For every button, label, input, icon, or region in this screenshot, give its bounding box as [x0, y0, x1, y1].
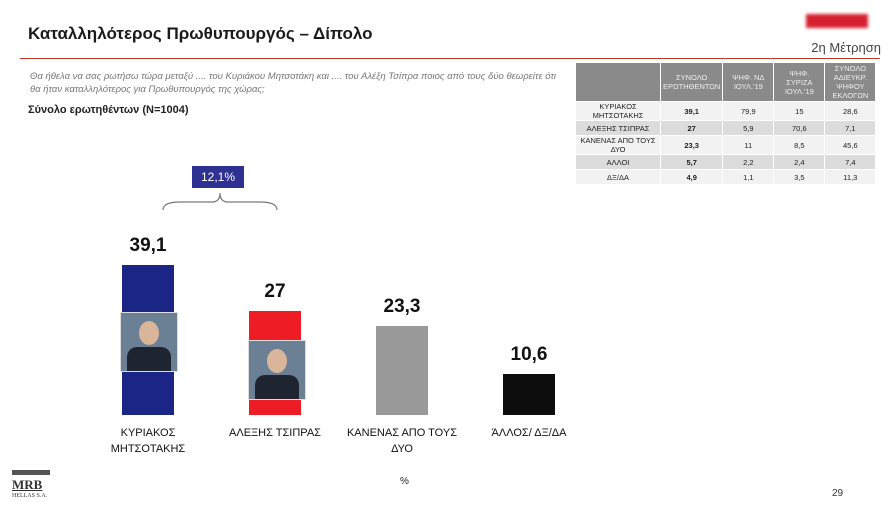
value-label: 10,6 [510, 344, 548, 366]
header-cell: ΨΗΦ. ΝΔ ΙΟΥΛ.'19 [722, 62, 775, 102]
value-label: 39,1 [129, 234, 167, 256]
brand-logo [806, 14, 868, 28]
unit-label: % [400, 476, 409, 487]
value-label: 23,3 [383, 295, 421, 317]
row-label: ΚΑΝΕΝΑΣ ΑΠΟ ΤΟΥΣ ΔΥΟ [575, 135, 661, 155]
row-label: ΑΛΕΞΗΣ ΤΣΙΠΡΑΣ [575, 120, 661, 136]
table-cell: 3,5 [773, 169, 826, 185]
header-row: ΣΥΝΟΛΟ ΕΡΩΤΗΘΕΝΤΩΝ ΨΗΦ. ΝΔ ΙΟΥΛ.'19 ΨΗΦ. Σ… [575, 62, 877, 102]
header-cell: ΣΥΝΟΛΟ ΑΔΙΕΥΚΡ. ΨΗΦΟΥ ΕΚΛΟΓΩΝ [824, 62, 877, 102]
logo-subtext: HELLAS S.A. [12, 493, 48, 499]
header-cell: ΣΥΝΟΛΟ ΕΡΩΤΗΘΕΝΤΩΝ [659, 62, 724, 102]
row-label: ΔΞ/ΔΑ [575, 169, 661, 185]
table-cell: 39,1 [659, 101, 724, 121]
table-cell: 7,4 [824, 154, 877, 170]
category-label: ΑΛΕΞΗΣ ΤΣΙΠΡΑΣ [229, 427, 321, 439]
bar [503, 374, 555, 415]
table-cell: 11,3 [824, 169, 877, 185]
table-cell: 2,2 [722, 154, 775, 170]
table-cell: 5,9 [722, 120, 775, 136]
table-cell: 70,6 [773, 120, 826, 136]
difference-annotation: 12,1% [192, 166, 244, 188]
table-cell: 2,4 [773, 154, 826, 170]
portrait-head [267, 349, 287, 373]
logo-bar [12, 470, 50, 475]
portrait [248, 340, 306, 400]
header-cell [575, 62, 661, 102]
measurement-label: 2η Μέτρηση [811, 40, 881, 55]
table-cell: 23,3 [659, 135, 724, 155]
table-row: ΚΥΡΙΑΚΟΣ ΜΗΤΣΟΤΑΚΗΣ 39,1 79,9 15 28,6 [575, 101, 877, 121]
table-row: ΑΛΛΟΙ 5,7 2,2 2,4 7,4 [575, 154, 877, 170]
table-cell: 8,5 [773, 135, 826, 155]
category-label: ΚΥΡΙΑΚΟΣ ΜΗΤΣΟΤΑΚΗΣ [110, 427, 186, 455]
table-cell: 7,1 [824, 120, 877, 136]
brace [162, 192, 278, 211]
table-cell: 28,6 [824, 101, 877, 121]
mrb-logo: MRB HELLAS S.A. [12, 470, 50, 499]
bar [376, 325, 428, 415]
category-label: ΚΑΝΕΝΑΣ ΑΠΟ ΤΟΥΣ ΔΥΟ [346, 427, 458, 455]
sample-base: Σύνολο ερωτηθέντων (N=1004) [28, 104, 189, 116]
table-cell: 4,9 [659, 169, 724, 185]
table-row: ΚΑΝΕΝΑΣ ΑΠΟ ΤΟΥΣ ΔΥΟ 23,3 11 8,5 45,6 [575, 135, 877, 155]
table-cell: 27 [659, 120, 724, 136]
row-label: ΑΛΛΟΙ [575, 154, 661, 170]
title-rule [20, 58, 880, 59]
header-cell: ΨΗΦ. ΣΥΡΙΖΑ ΙΟΥΛ.'19 [773, 62, 826, 102]
table-cell: 79,9 [722, 101, 775, 121]
crosstab: ΣΥΝΟΛΟ ΕΡΩΤΗΘΕΝΤΩΝ ΨΗΦ. ΝΔ ΙΟΥΛ.'19 ΨΗΦ. Σ… [575, 62, 877, 185]
table-cell: 11 [722, 135, 775, 155]
logo-text: MRB [12, 477, 43, 492]
table-row: ΑΛΕΞΗΣ ΤΣΙΠΡΑΣ 27 5,9 70,6 7,1 [575, 120, 877, 136]
table-cell: 15 [773, 101, 826, 121]
category-label: ΆΛΛΟΣ/ ΔΞ/ΔΑ [491, 427, 567, 439]
table-cell: 1,1 [722, 169, 775, 185]
table-cell: 5,7 [659, 154, 724, 170]
row-label: ΚΥΡΙΑΚΟΣ ΜΗΤΣΟΤΑΚΗΣ [575, 101, 661, 121]
portrait [120, 312, 178, 372]
table-row: ΔΞ/ΔΑ 4,9 1,1 3,5 11,3 [575, 169, 877, 185]
table-cell: 45,6 [824, 135, 877, 155]
portrait-body [255, 375, 299, 399]
page-number: 29 [832, 488, 844, 499]
portrait-head [139, 321, 159, 345]
question-text: Θα ήθελα να σας ρωτήσω τώρα μεταξύ .... … [30, 71, 557, 95]
slide-title: Καταλληλότερος Πρωθυπουργός – Δίπολο [28, 24, 373, 43]
portrait-body [127, 347, 171, 371]
value-label: 27 [264, 281, 286, 303]
